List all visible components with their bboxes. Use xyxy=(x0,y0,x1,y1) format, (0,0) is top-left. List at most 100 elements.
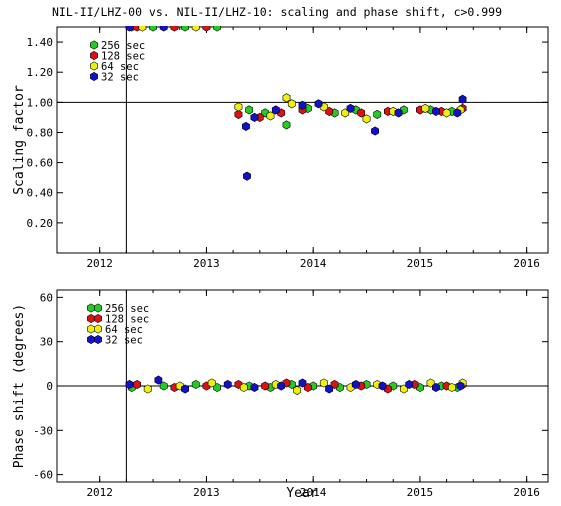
top-y-tick-label: 1.00 xyxy=(27,96,54,109)
bottom-point-32-sec xyxy=(456,381,465,391)
bottom-legend-label: 256 sec xyxy=(105,303,149,315)
bottom-point-32-sec xyxy=(431,382,440,393)
bottom-point-32-sec xyxy=(378,381,387,391)
bottom-y-tick-label: 60 xyxy=(40,291,53,304)
bottom-points xyxy=(125,375,467,395)
top-x-tick-label: 2015 xyxy=(407,257,434,270)
bottom-x-tick-label: 2013 xyxy=(193,486,220,499)
bottom-legend-label: 64 sec xyxy=(105,324,143,336)
top-point-32-sec xyxy=(243,171,251,181)
top-point-32-sec xyxy=(242,121,250,131)
top-x-tick-label: 2012 xyxy=(86,257,113,270)
bottom-point-32-sec xyxy=(125,379,134,390)
bottom-y-tick-label: 30 xyxy=(40,336,53,349)
top-point-64-sec xyxy=(442,108,451,118)
bottom-x-tick-label: 2014 xyxy=(300,486,327,499)
bottom-legend-marker xyxy=(94,324,102,334)
bottom-point-64-sec xyxy=(239,382,248,393)
bottom-point-64-sec xyxy=(319,378,328,388)
top-y-tick-label: 0.20 xyxy=(27,217,54,230)
bottom-point-32-sec xyxy=(154,375,163,385)
top-panel: NIL-II/LHZ-00 vs. NIL-II/LHZ-10: scaling… xyxy=(12,5,549,270)
top-point-128-sec xyxy=(357,108,366,118)
bottom-legend-label: 32 sec xyxy=(105,335,143,347)
top-legend-marker xyxy=(90,71,98,82)
top-y-tick-label: 1.40 xyxy=(27,36,54,49)
top-y-tick-label: 0.80 xyxy=(27,126,54,139)
top-point-128-sec xyxy=(202,26,211,32)
bottom-point-128-sec xyxy=(133,379,141,390)
top-point-64-sec xyxy=(138,26,147,32)
top-x-tick-label: 2014 xyxy=(300,257,327,270)
bottom-y-axis-title: Phase shift (degrees) xyxy=(12,304,27,468)
top-plot-frame xyxy=(56,26,549,254)
bottom-x-tick-label: 2015 xyxy=(407,486,434,499)
bottom-point-32-sec xyxy=(405,379,414,390)
top-point-128-sec xyxy=(234,109,243,119)
bottom-point-256-sec xyxy=(191,379,200,390)
top-point-32-sec xyxy=(271,105,280,115)
bottom-point-64-sec xyxy=(447,382,456,393)
top-point-256-sec xyxy=(245,105,254,115)
top-y-tick-label: 0.60 xyxy=(27,157,54,170)
top-legend-marker xyxy=(90,50,98,61)
bottom-point-64-sec xyxy=(293,385,302,395)
top-legend-label: 64 sec xyxy=(101,61,139,73)
top-y-tick-label: 1.20 xyxy=(27,66,54,79)
top-point-32-sec xyxy=(159,26,168,32)
bottom-point-32-sec xyxy=(325,384,334,394)
chart-title: NIL-II/LHZ-00 vs. NIL-II/LHZ-10: scaling… xyxy=(52,5,502,19)
bottom-panel: Phase shift (degrees) Year 2012 2013 2014 2… xyxy=(12,289,549,501)
top-point-128-sec xyxy=(170,26,179,32)
bottom-point-128-sec xyxy=(261,381,270,391)
bottom-x-tick-label: 2016 xyxy=(513,486,540,499)
bottom-point-64-sec xyxy=(143,384,152,394)
top-point-256-sec xyxy=(181,26,189,32)
top-x-tick-label: 2016 xyxy=(513,257,540,270)
bottom-point-256-sec xyxy=(159,381,168,391)
top-point-256-sec xyxy=(149,26,157,32)
bottom-point-32-sec xyxy=(223,379,232,390)
top-point-32-sec xyxy=(250,112,259,122)
top-points xyxy=(125,26,467,181)
top-legend-marker xyxy=(90,40,98,50)
bottom-legend-marker xyxy=(94,334,102,345)
top-point-256-sec xyxy=(213,26,221,32)
bottom-legend-marker xyxy=(94,303,102,313)
top-point-64-sec xyxy=(362,114,371,124)
top-point-32-sec xyxy=(346,103,355,113)
bottom-point-32-sec xyxy=(250,382,259,393)
top-point-32-sec xyxy=(125,26,134,32)
top-point-64-sec xyxy=(282,93,291,103)
bottom-legend-marker xyxy=(87,313,95,324)
top-y-tick-label: 0.40 xyxy=(27,187,54,200)
top-point-32-sec xyxy=(453,108,462,118)
top-legend-label: 256 sec xyxy=(101,40,145,52)
bottom-point-32-sec xyxy=(351,379,360,390)
bottom-x-tick-label: 2012 xyxy=(86,486,113,499)
top-point-256-sec xyxy=(282,120,291,130)
bottom-y-tick-label: -60 xyxy=(33,469,53,482)
top-point-32-sec xyxy=(458,94,467,104)
bottom-legend-marker xyxy=(87,303,95,313)
top-y-axis-title: Scaling factor xyxy=(12,85,27,195)
bottom-legend-label: 128 sec xyxy=(105,314,149,326)
bottom-point-32-sec xyxy=(277,381,286,391)
bottom-legend-marker xyxy=(94,313,102,324)
bottom-point-32-sec xyxy=(298,378,307,388)
bottom-y-tick-label: 0 xyxy=(46,380,53,393)
top-point-64-sec xyxy=(234,102,243,112)
top-point-64-sec xyxy=(191,26,200,32)
bottom-y-tick-label: -30 xyxy=(33,424,53,437)
x-axis-title: Year xyxy=(286,486,317,501)
top-point-256-sec xyxy=(373,109,382,119)
top-point-64-sec xyxy=(266,111,275,121)
bottom-legend-marker xyxy=(87,334,95,345)
top-point-64-sec xyxy=(421,103,430,113)
top-point-32-sec xyxy=(298,100,307,110)
top-point-32-sec xyxy=(394,108,403,118)
top-legend-label: 128 sec xyxy=(101,51,145,63)
top-x-tick-label: 2013 xyxy=(193,257,220,270)
bottom-point-64-sec xyxy=(207,378,216,388)
